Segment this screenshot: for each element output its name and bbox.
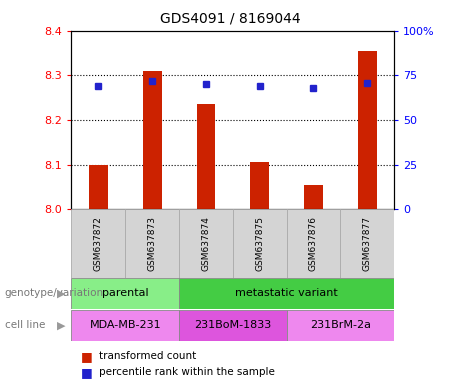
Bar — [143, 71, 161, 209]
Text: ▶: ▶ — [57, 288, 65, 298]
Bar — [287, 310, 394, 341]
Text: GSM637875: GSM637875 — [255, 216, 264, 271]
Bar — [71, 209, 125, 278]
Text: percentile rank within the sample: percentile rank within the sample — [99, 367, 275, 377]
Bar — [179, 310, 287, 341]
Bar — [125, 209, 179, 278]
Bar — [287, 209, 340, 278]
Text: GSM637876: GSM637876 — [309, 216, 318, 271]
Text: MDA-MB-231: MDA-MB-231 — [89, 320, 161, 330]
Text: transformed count: transformed count — [99, 351, 196, 361]
Bar — [340, 209, 394, 278]
Text: genotype/variation: genotype/variation — [5, 288, 104, 298]
Text: GSM637873: GSM637873 — [148, 216, 157, 271]
Text: ▶: ▶ — [57, 320, 65, 330]
Text: GSM637874: GSM637874 — [201, 217, 210, 271]
Bar — [233, 209, 287, 278]
Text: 231BoM-1833: 231BoM-1833 — [194, 320, 272, 330]
Bar — [250, 162, 269, 209]
Text: GDS4091 / 8169044: GDS4091 / 8169044 — [160, 12, 301, 25]
Bar — [89, 165, 108, 209]
Text: cell line: cell line — [5, 320, 45, 330]
Bar — [71, 310, 179, 341]
Bar — [196, 104, 215, 209]
Bar — [358, 51, 377, 209]
Text: metastatic variant: metastatic variant — [235, 288, 338, 298]
Bar — [304, 185, 323, 209]
Text: GSM637872: GSM637872 — [94, 217, 103, 271]
Bar — [71, 278, 179, 309]
Bar — [179, 278, 394, 309]
Bar — [179, 209, 233, 278]
Text: 231BrM-2a: 231BrM-2a — [310, 320, 371, 330]
Text: parental: parental — [102, 288, 148, 298]
Text: GSM637877: GSM637877 — [363, 216, 372, 271]
Text: ■: ■ — [81, 366, 92, 379]
Text: ■: ■ — [81, 350, 92, 363]
